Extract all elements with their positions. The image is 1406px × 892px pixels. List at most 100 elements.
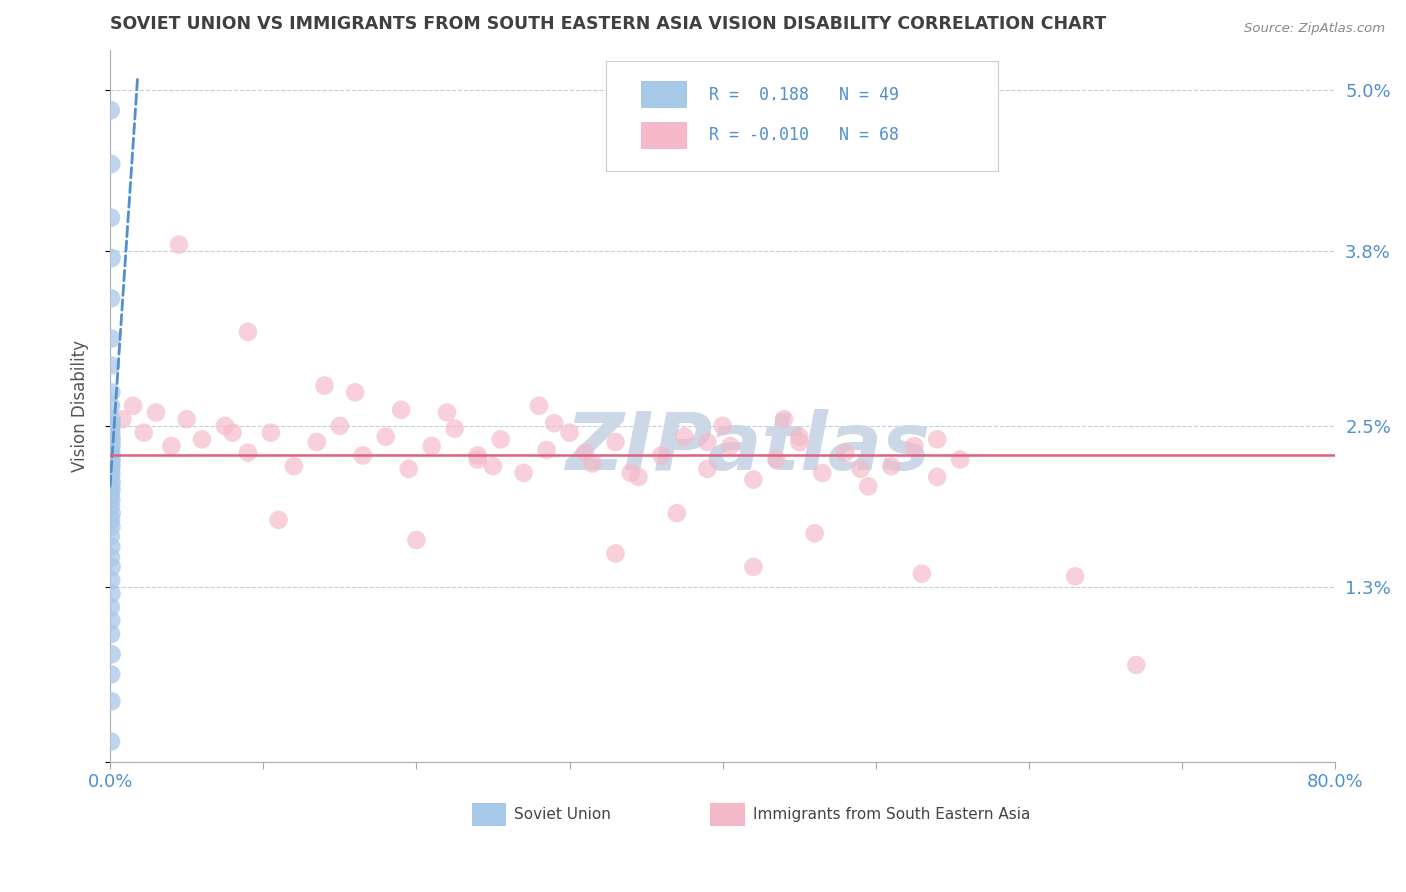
- Point: [718, 439, 741, 453]
- Point: [100, 443, 122, 458]
- Point: [160, 439, 183, 453]
- Point: [314, 378, 336, 392]
- Point: [389, 402, 412, 417]
- Point: [436, 405, 458, 419]
- Text: ZIPatlas: ZIPatlas: [565, 409, 929, 487]
- Point: [405, 533, 427, 547]
- Point: [711, 418, 734, 433]
- Bar: [641, 121, 688, 149]
- Point: [467, 449, 489, 463]
- Point: [100, 513, 122, 527]
- Point: [581, 457, 603, 471]
- Point: [100, 587, 122, 601]
- Point: [100, 157, 122, 171]
- Point: [1125, 657, 1147, 672]
- Point: [100, 291, 122, 305]
- Point: [100, 359, 122, 373]
- Point: [650, 449, 672, 463]
- Point: [673, 430, 696, 444]
- Point: [949, 452, 972, 467]
- Text: Immigrants from South Eastern Asia: Immigrants from South Eastern Asia: [754, 807, 1031, 822]
- Point: [100, 425, 122, 440]
- Point: [858, 479, 880, 493]
- Point: [558, 425, 581, 440]
- Point: [221, 425, 243, 440]
- Point: [443, 421, 465, 435]
- Point: [100, 103, 122, 118]
- Point: [100, 452, 122, 467]
- Text: R = -0.010   N = 68: R = -0.010 N = 68: [709, 127, 900, 145]
- Point: [100, 600, 122, 615]
- Point: [122, 399, 145, 413]
- Point: [100, 667, 122, 681]
- Point: [100, 463, 122, 477]
- Point: [512, 466, 534, 480]
- Point: [100, 647, 122, 661]
- Point: [489, 433, 512, 447]
- Point: [696, 462, 718, 476]
- Point: [100, 550, 122, 565]
- Point: [344, 385, 367, 400]
- Point: [100, 483, 122, 498]
- Point: [467, 452, 489, 467]
- Point: [100, 734, 122, 748]
- Point: [811, 466, 834, 480]
- Point: [742, 473, 765, 487]
- Point: [665, 506, 688, 520]
- Point: [267, 513, 290, 527]
- Point: [100, 492, 122, 507]
- Point: [100, 540, 122, 554]
- Point: [283, 459, 305, 474]
- Text: R =  0.188   N = 49: R = 0.188 N = 49: [709, 86, 900, 103]
- Point: [167, 237, 190, 252]
- Point: [880, 459, 903, 474]
- Point: [176, 412, 198, 426]
- Point: [1064, 569, 1087, 583]
- Point: [420, 439, 443, 453]
- Point: [305, 435, 328, 450]
- Bar: [710, 803, 745, 826]
- Point: [398, 462, 420, 476]
- Point: [100, 574, 122, 588]
- Point: [100, 489, 122, 503]
- Point: [100, 500, 122, 514]
- Point: [543, 416, 565, 430]
- Point: [574, 446, 596, 460]
- Point: [100, 614, 122, 628]
- Point: [100, 435, 122, 450]
- Point: [100, 519, 122, 533]
- Point: [260, 425, 283, 440]
- Point: [927, 470, 949, 484]
- Point: [789, 435, 811, 450]
- Point: [627, 470, 650, 484]
- Point: [100, 416, 122, 430]
- Point: [100, 332, 122, 346]
- Point: [911, 566, 934, 581]
- Point: [849, 462, 872, 476]
- Point: [100, 439, 122, 453]
- Point: [100, 627, 122, 641]
- Point: [765, 452, 787, 467]
- Point: [145, 405, 167, 419]
- Point: [927, 433, 949, 447]
- Point: [329, 418, 352, 433]
- Point: [100, 694, 122, 708]
- Text: Source: ZipAtlas.com: Source: ZipAtlas.com: [1244, 22, 1385, 36]
- Point: [742, 560, 765, 574]
- Point: [100, 446, 122, 460]
- Point: [100, 412, 122, 426]
- Point: [111, 412, 134, 426]
- Point: [620, 466, 643, 480]
- Point: [100, 506, 122, 520]
- Point: [100, 385, 122, 400]
- Point: [132, 425, 155, 440]
- Point: [527, 399, 550, 413]
- Point: [374, 430, 396, 444]
- Point: [803, 526, 825, 541]
- Point: [100, 251, 122, 265]
- Point: [100, 457, 122, 471]
- Text: Soviet Union: Soviet Union: [515, 807, 612, 822]
- Point: [100, 466, 122, 480]
- Point: [834, 446, 856, 460]
- Point: [236, 446, 259, 460]
